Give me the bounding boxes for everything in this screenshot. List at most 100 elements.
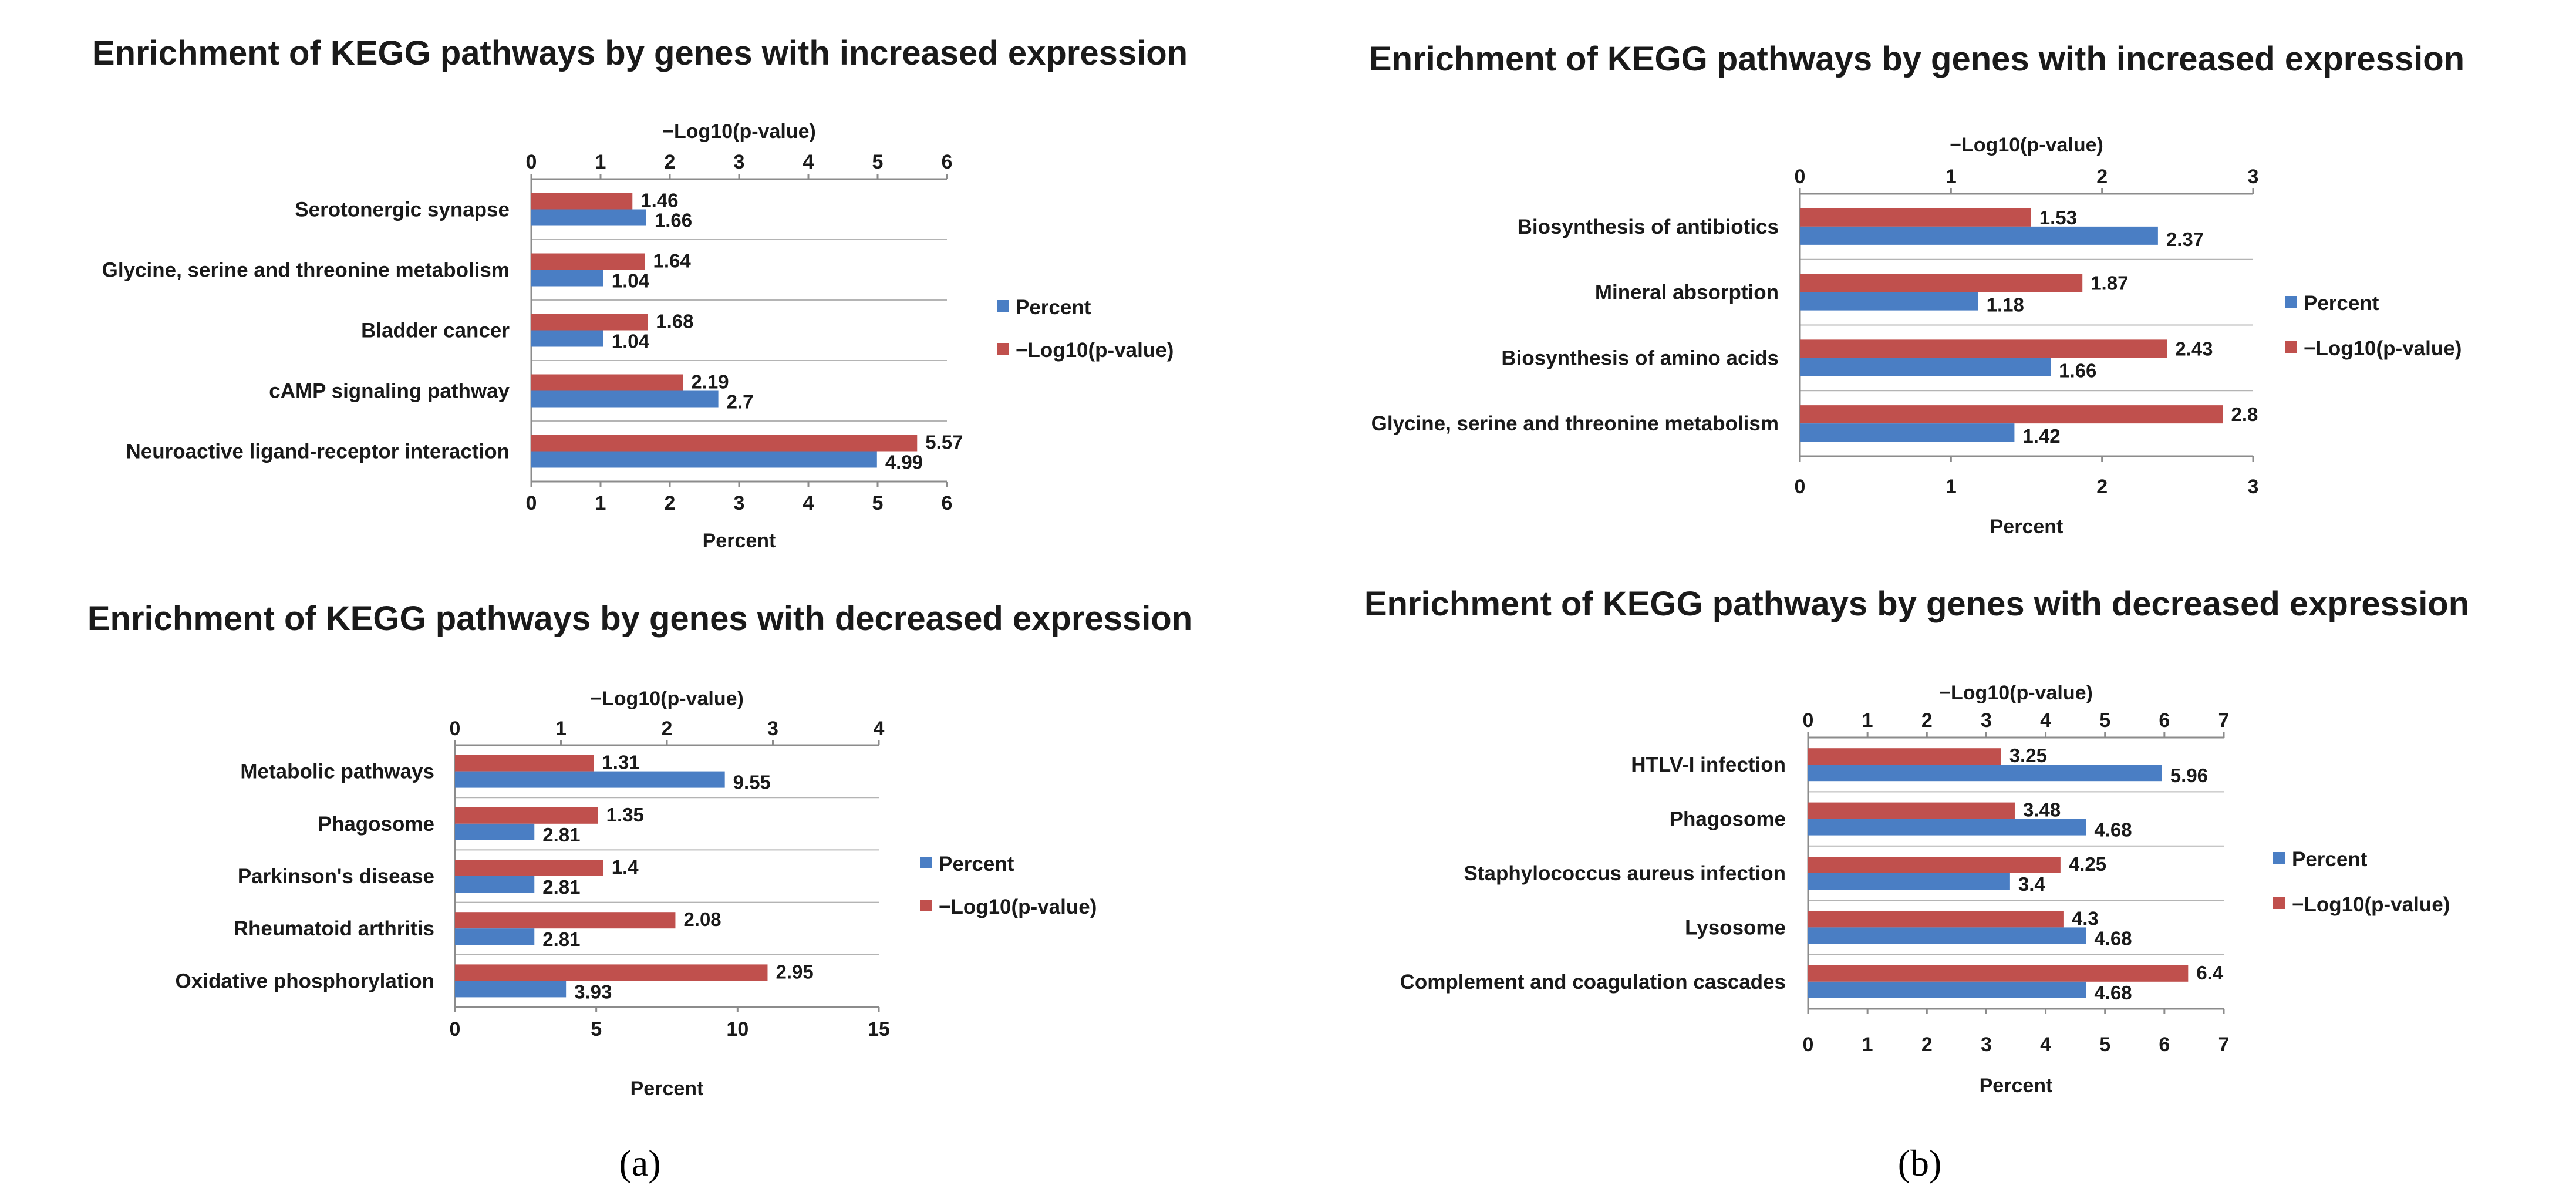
category-label: Glycine, serine and threonine metabolism: [1371, 412, 1779, 435]
bar-percent: [1808, 873, 2010, 890]
data-label-log10-pvalue: 1.87: [2091, 272, 2128, 294]
data-label-percent: 4.99: [885, 452, 923, 473]
category-label: cAMP signaling pathway: [269, 380, 510, 403]
bottom-axis-title: Percent: [703, 530, 776, 552]
data-label-log10-pvalue: 5.57: [925, 432, 963, 453]
chart-title: Enrichment of KEGG pathways by genes wit…: [1364, 585, 2469, 623]
bottom-axis-tick-label: 2: [665, 492, 676, 514]
legend-swatch-percent: [2273, 852, 2285, 864]
bar-log10-pvalue: [455, 964, 768, 981]
data-label-log10-pvalue: 1.31: [602, 752, 639, 773]
data-label-log10-pvalue: 2.8: [2231, 403, 2258, 425]
category-label: Biosynthesis of antibiotics: [1518, 216, 1779, 238]
legend-label-log10-pvalue: −Log10(p-value): [1016, 339, 1174, 362]
top-axis-tick-label: 0: [1803, 709, 1814, 732]
data-label-percent: 1.66: [655, 210, 692, 231]
data-label-percent: 5.96: [2170, 765, 2208, 786]
data-label-log10-pvalue: 3.25: [2009, 745, 2047, 766]
data-label-log10-pvalue: 1.68: [656, 311, 693, 332]
data-label-percent: 4.68: [2094, 982, 2132, 1004]
bottom-axis-tick-label: 6: [2159, 1033, 2170, 1056]
bottom-axis-tick-label: 3: [734, 492, 745, 514]
bottom-axis-tick-label: 7: [2218, 1033, 2230, 1056]
category-label: Staphylococcus aureus infection: [1464, 862, 1786, 885]
data-label-log10-pvalue: 3.48: [2023, 799, 2061, 821]
category-label: Metabolic pathways: [240, 760, 434, 783]
data-label-log10-pvalue: 6.4: [2196, 962, 2224, 984]
legend-label-percent: Percent: [939, 853, 1014, 876]
top-axis-tick-label: 2: [662, 718, 673, 740]
top-axis-tick-label: 2: [1921, 709, 1933, 732]
legend-swatch-log10-pvalue: [2273, 897, 2285, 909]
top-axis-tick-label: 1: [1946, 166, 1957, 188]
bar-percent: [455, 928, 535, 945]
data-label-percent: 2.81: [542, 928, 580, 950]
top-axis-tick-label: 0: [526, 151, 537, 173]
bar-log10-pvalue: [1800, 274, 2083, 292]
category-label: Serotonergic synapse: [295, 198, 510, 221]
category-label: Bladder cancer: [361, 319, 510, 342]
top-axis-tick-label: 1: [555, 718, 567, 740]
chart-title: Enrichment of KEGG pathways by genes wit…: [1369, 40, 2464, 78]
data-label-log10-pvalue: 2.95: [776, 961, 813, 982]
bar-log10-pvalue: [1808, 965, 2189, 982]
top-axis-tick-label: 5: [2099, 709, 2110, 732]
top-axis-tick-label: 4: [803, 151, 814, 173]
legend-label-percent: Percent: [1016, 296, 1091, 319]
bar-log10-pvalue: [1800, 339, 2167, 358]
top-axis-tick-label: 2: [665, 151, 676, 173]
bar-percent: [531, 330, 603, 347]
bottom-axis-tick-label: 4: [2040, 1033, 2051, 1056]
bar-log10-pvalue: [531, 253, 645, 270]
legend-swatch-log10-pvalue: [920, 900, 932, 911]
bar-percent: [1800, 358, 2051, 376]
bar-percent: [531, 390, 719, 408]
bottom-axis-tick-label: 0: [526, 492, 537, 514]
top-axis-tick-label: 3: [2248, 166, 2259, 188]
bottom-axis-tick-label: 3: [1981, 1033, 1992, 1056]
bottom-axis-tick-label: 15: [868, 1018, 890, 1041]
data-label-percent: 4.68: [2094, 819, 2132, 841]
bottom-axis-tick-label: 1: [1862, 1033, 1873, 1056]
chart-title: Enrichment of KEGG pathways by genes wit…: [92, 34, 1188, 72]
chart-title: Enrichment of KEGG pathways by genes wit…: [87, 600, 1192, 638]
chart-increased-expression-b: Enrichment of KEGG pathways by genes wit…: [1369, 40, 2464, 538]
top-axis-tick-label: 4: [2040, 709, 2051, 732]
bar-log10-pvalue: [531, 374, 683, 391]
data-label-percent: 1.04: [612, 331, 650, 352]
data-label-log10-pvalue: 4.25: [2069, 853, 2106, 875]
top-axis-tick-label: 0: [450, 718, 461, 740]
data-label-log10-pvalue: 1.64: [653, 250, 692, 272]
bar-log10-pvalue: [531, 193, 633, 210]
bar-percent: [1808, 819, 2086, 836]
top-axis-tick-label: 7: [2218, 709, 2230, 732]
data-label-log10-pvalue: 1.46: [640, 190, 678, 211]
category-label: Parkinson's disease: [238, 865, 434, 888]
chart-decreased-expression-a: Enrichment of KEGG pathways by genes wit…: [87, 600, 1192, 1100]
bottom-axis-tick-label: 2: [1921, 1033, 1933, 1056]
top-axis-title: −Log10(p-value): [1939, 682, 2093, 704]
category-label: Phagosome: [318, 813, 434, 836]
data-label-percent: 9.55: [733, 772, 771, 793]
data-label-log10-pvalue: 2.08: [683, 908, 721, 930]
top-axis-tick-label: 0: [1795, 166, 1806, 188]
bar-log10-pvalue: [1808, 802, 2015, 819]
bottom-axis-title: Percent: [1980, 1075, 2053, 1097]
top-axis-tick-label: 1: [1862, 709, 1873, 732]
data-label-log10-pvalue: 1.35: [606, 804, 644, 826]
top-axis-tick-label: 6: [2159, 709, 2170, 732]
bar-percent: [1808, 981, 2086, 998]
data-label-percent: 1.18: [1987, 294, 2024, 316]
bar-log10-pvalue: [1800, 208, 2031, 227]
bottom-axis-tick-label: 5: [591, 1018, 602, 1041]
data-label-log10-pvalue: 1.53: [2039, 207, 2077, 228]
data-label-percent: 2.81: [542, 824, 580, 846]
bar-log10-pvalue: [1800, 405, 2223, 424]
bar-log10-pvalue: [531, 435, 918, 452]
top-axis-tick-label: 3: [767, 718, 778, 740]
category-label: Glycine, serine and threonine metabolism: [102, 259, 510, 282]
bar-log10-pvalue: [455, 912, 676, 929]
bottom-axis-title: Percent: [1990, 516, 2064, 538]
bottom-axis-tick-label: 2: [2096, 476, 2108, 498]
